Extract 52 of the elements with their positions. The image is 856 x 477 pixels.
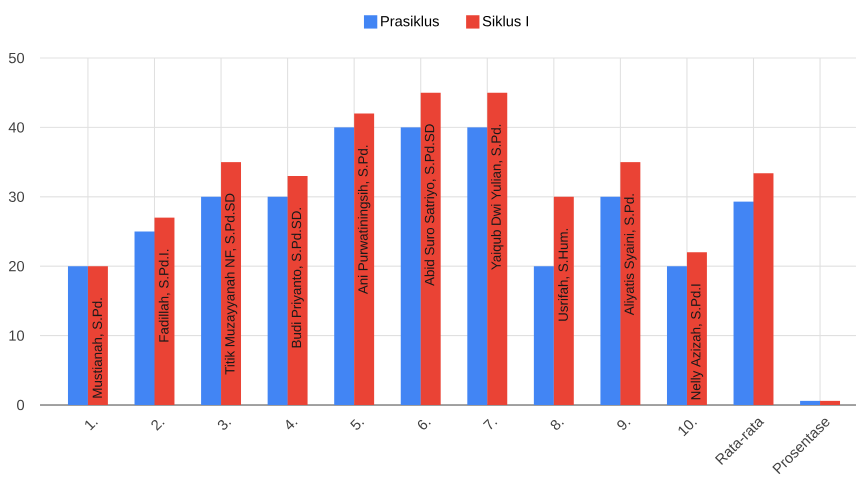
bar — [754, 173, 774, 405]
bar — [800, 400, 820, 405]
y-tick-label: 50 — [8, 52, 24, 64]
x-tick-label: 6. — [418, 420, 431, 430]
bar — [420, 92, 441, 405]
annotation: Titik Muzayyanah NF, S.Pd.SD — [224, 194, 238, 375]
x-tick-label: 1. — [85, 420, 98, 430]
annotation: Ani Purwatiningsih, S.Pd. — [358, 146, 370, 294]
bar — [734, 202, 754, 405]
annotation: Mustianah, S.Pd. — [92, 298, 104, 398]
bar — [68, 266, 88, 405]
y-tick-label: 40 — [8, 122, 24, 133]
annotation: Yaiqub Dwi Yulian, S.Pd. — [491, 124, 504, 270]
x-tick-label: 4. — [286, 420, 298, 430]
bar — [534, 266, 554, 405]
legend-label: Prasiklus — [381, 16, 439, 26]
x-tick-label: 2. — [151, 420, 165, 431]
y-tick-label: 10 — [9, 330, 24, 341]
annotation: Fadillah, S.Pd.I. — [158, 250, 170, 342]
bar — [620, 162, 640, 405]
bar — [686, 252, 707, 405]
bar — [666, 266, 687, 405]
bar — [354, 114, 374, 405]
bar — [154, 218, 174, 405]
y-tick-label: 0 — [17, 400, 24, 410]
bar — [600, 196, 620, 405]
x-tick-label: 7. — [482, 418, 498, 430]
x-tick-label: 10. — [678, 420, 698, 436]
bar — [487, 92, 508, 405]
bar — [268, 196, 288, 405]
bar — [554, 196, 574, 405]
bar — [334, 127, 354, 405]
bar — [88, 266, 108, 405]
bar — [288, 176, 308, 405]
y-tick-label: 30 — [8, 192, 24, 202]
bar — [400, 127, 421, 405]
bar — [134, 231, 154, 405]
x-tick-label: 9. — [617, 420, 630, 430]
annotation: Usrifah, S.Hum. — [558, 228, 570, 321]
annotation: Budi Priyanto, S.Pd.SD. — [291, 208, 304, 348]
bar — [221, 162, 242, 405]
bar — [467, 127, 488, 405]
x-tick-label: 3. — [218, 420, 232, 430]
annotation: Abid Suro Satriyo, S.Pd.SD — [424, 124, 437, 286]
bar — [201, 196, 222, 405]
annotation: Nelly Azizah, S.Pd.I — [690, 284, 704, 400]
annotation: Aliyatis Syaini, S.Pd. — [624, 194, 637, 316]
legend-label: Siklus I — [482, 16, 528, 26]
bar — [820, 400, 840, 405]
x-tick-label: 8. — [550, 420, 564, 430]
y-tick-label: 20 — [9, 261, 24, 272]
x-tick-label: 5. — [350, 419, 364, 430]
